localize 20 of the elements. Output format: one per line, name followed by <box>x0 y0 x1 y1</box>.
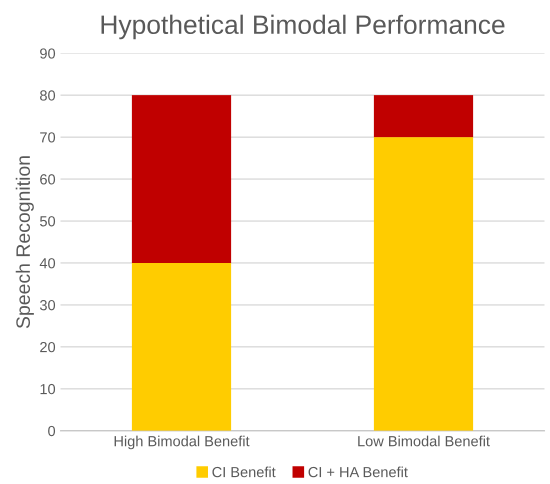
legend-label: CI + HA Benefit <box>308 466 408 478</box>
x-tick-label: High Bimodal Benefit <box>114 436 250 450</box>
bar <box>132 262 232 431</box>
y-tick-label: 70 <box>40 132 56 143</box>
bar <box>132 95 232 263</box>
y-tick-label: 80 <box>40 90 56 101</box>
y-tick-label: 90 <box>40 48 56 59</box>
chart-title: Hypothetical Bimodal Performance <box>102 14 504 40</box>
y-tick-label: 30 <box>40 300 56 310</box>
y-axis-title: Speech Recognition <box>16 156 34 328</box>
bar <box>374 137 474 431</box>
x-tick-label: Low Bimodal Benefit <box>358 436 490 446</box>
y-tick-label: 10 <box>40 384 56 394</box>
bar <box>374 95 474 138</box>
y-tick-label: 50 <box>40 216 56 226</box>
y-tick-label: 40 <box>40 258 56 268</box>
y-tick-label: 60 <box>40 174 56 185</box>
y-tick-label: 0 <box>48 426 56 436</box>
legend-label: CI Benefit <box>212 466 276 478</box>
y-tick-label: 20 <box>40 342 56 352</box>
